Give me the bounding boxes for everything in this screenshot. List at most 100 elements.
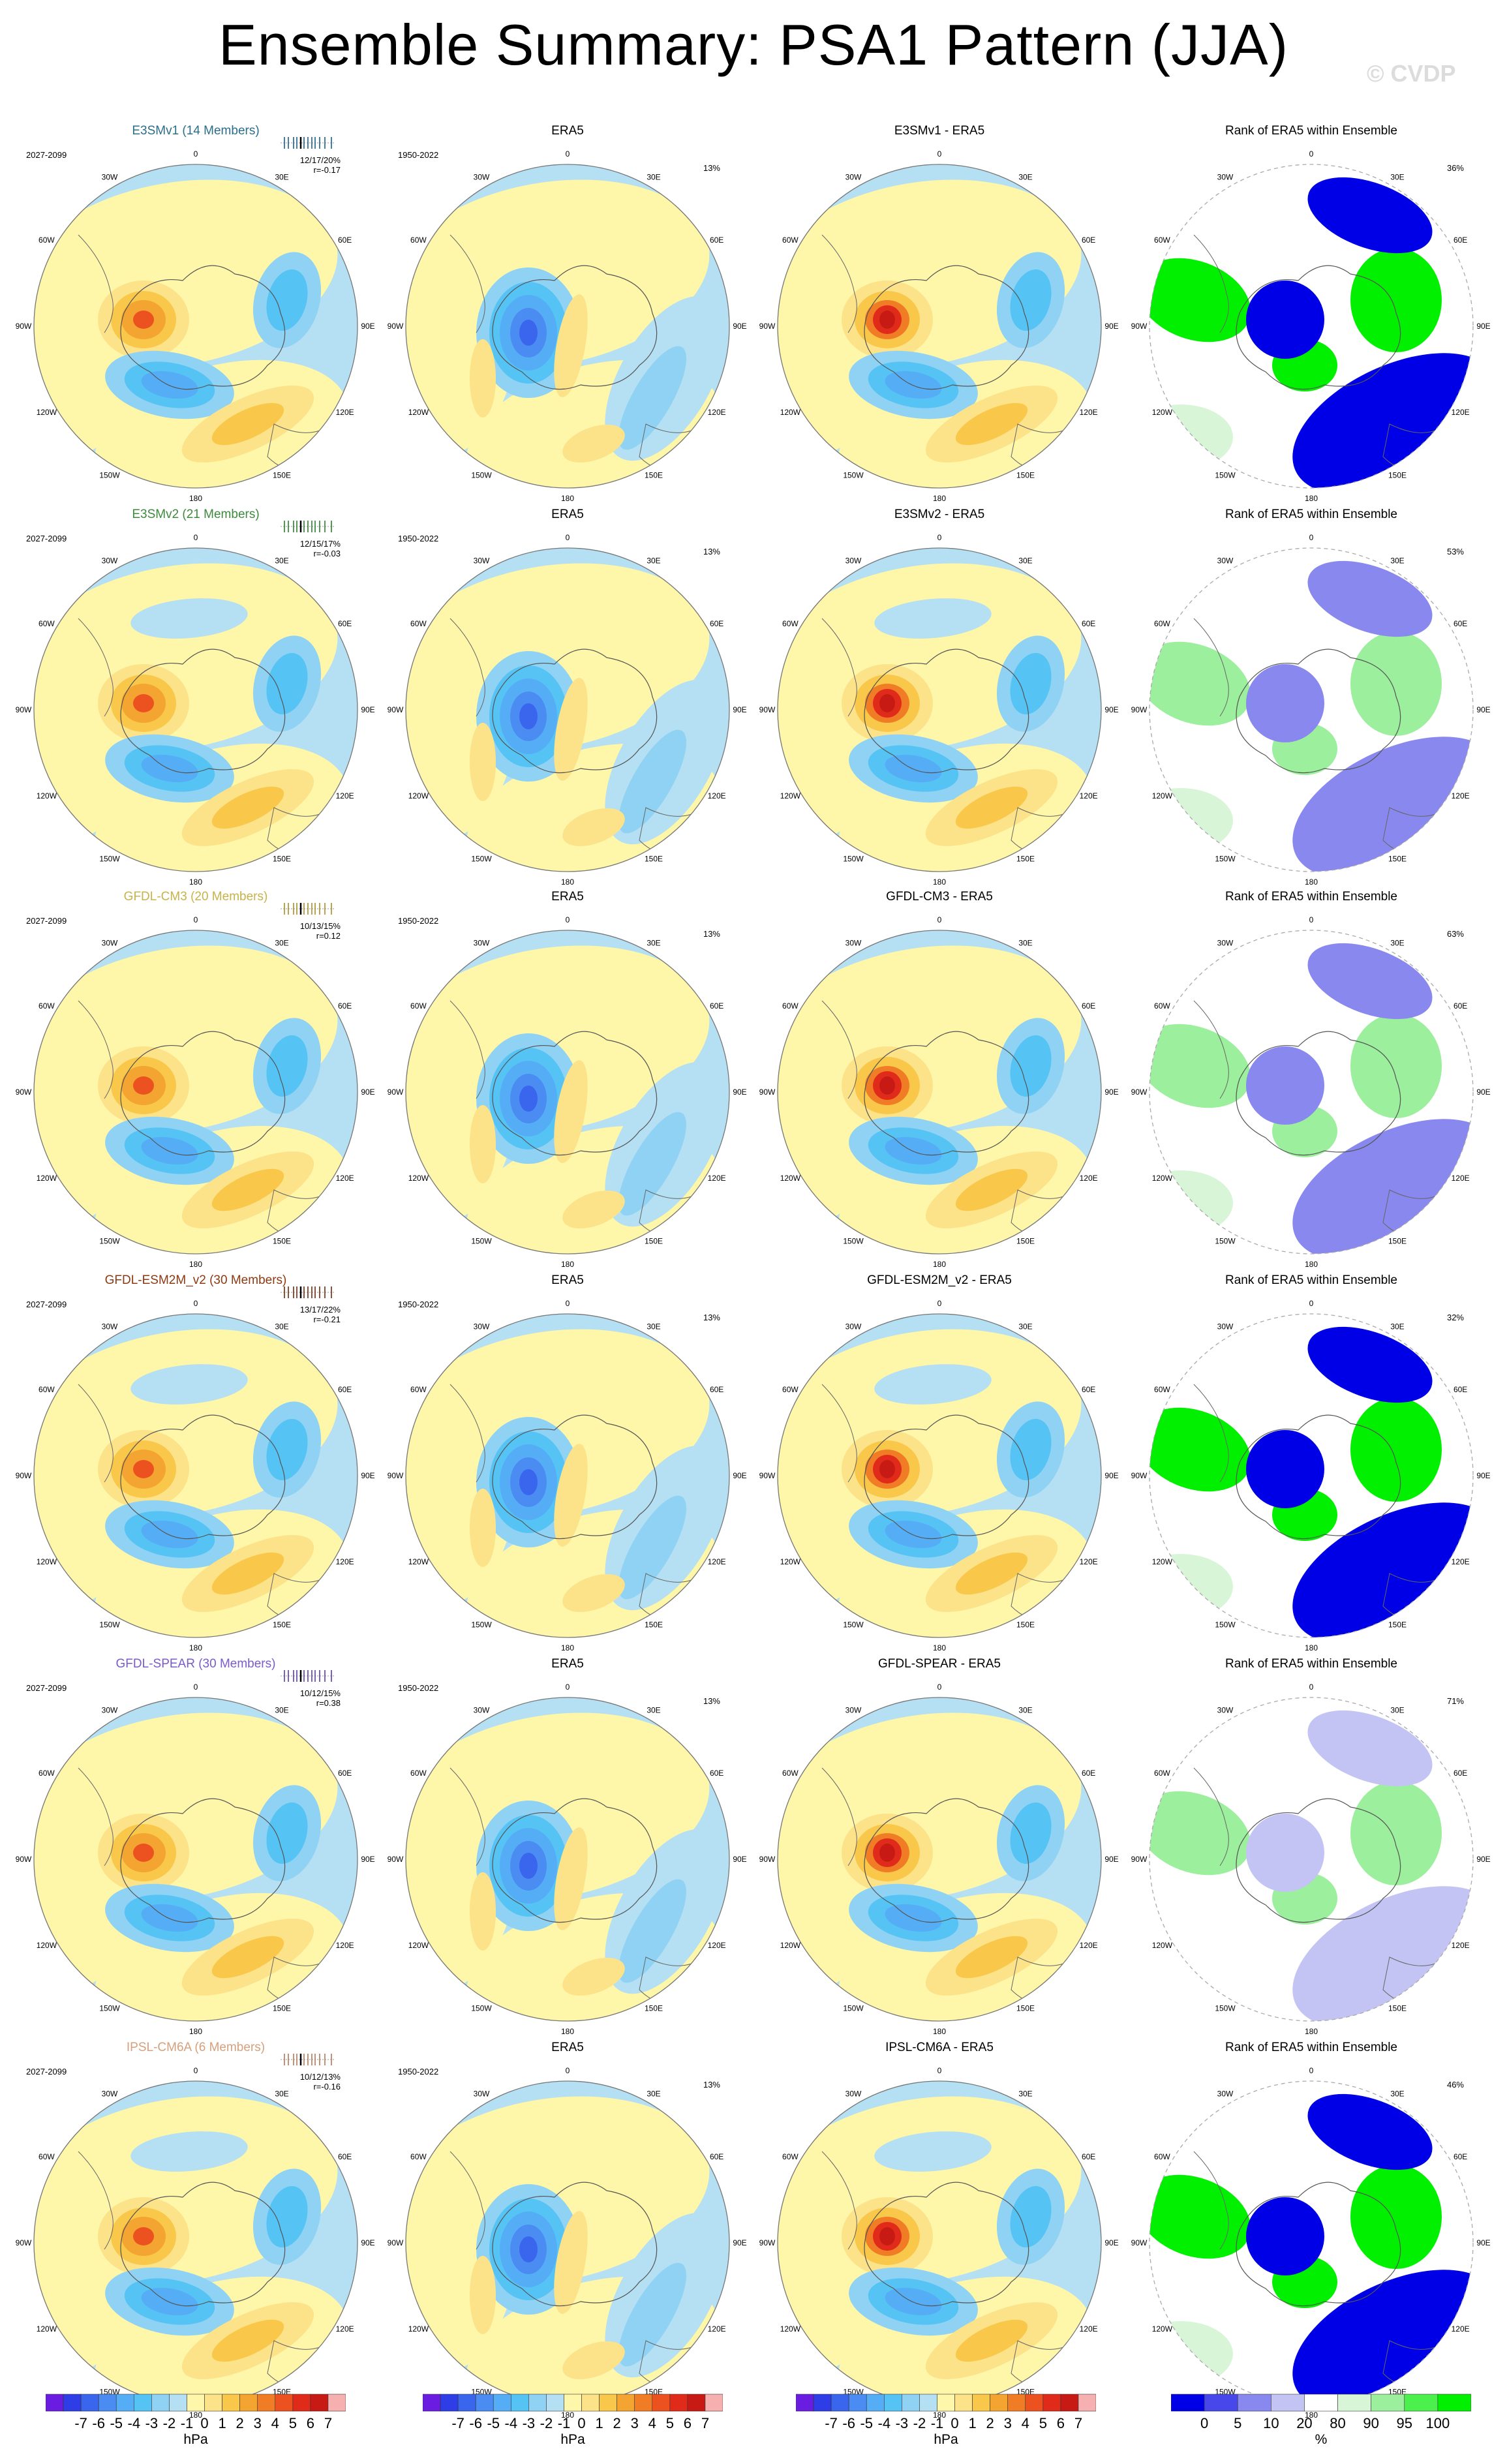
contour-region: [1010, 652, 1052, 715]
colorbar-swatch: [115, 2394, 134, 2412]
lon-label: 90W: [759, 2238, 776, 2247]
colorbar-tick-label: -3: [145, 2415, 159, 2431]
colorbar-tick-label: -5: [110, 2415, 123, 2431]
colorbar-tick-label: -7: [74, 2415, 87, 2431]
lon-label: 60W: [410, 1001, 427, 1011]
lon-label: 150E: [1016, 471, 1035, 480]
south-america-outline: [78, 1767, 114, 1866]
contour-region: [141, 2287, 198, 2316]
panel-model-2: E3SMv2 (21 Members) 2027-2099 12/15/17% r=-…: [13, 508, 378, 889]
contour-region: [133, 694, 154, 712]
pattern-correlation: r=-0.21: [313, 1315, 341, 1324]
colorbar-tick-label: 0: [577, 2415, 586, 2431]
colorbar-swatch: [652, 2394, 671, 2412]
lon-label: 120E: [708, 1941, 726, 1950]
cvdp-watermark: © CVDP: [1367, 60, 1456, 87]
contour-region: [133, 1844, 154, 1862]
lon-label: 90E: [1476, 705, 1490, 714]
lon-label: 30W: [102, 2089, 118, 2098]
lon-label: 120W: [780, 1174, 801, 1183]
antarctica-outline: [120, 1031, 286, 1156]
colorbar-swatch: [169, 2394, 187, 2412]
contour-region: [1350, 2165, 1442, 2269]
lon-label: 0: [566, 2066, 570, 2075]
rank-title: Rank of ERA5 within Ensemble: [1225, 890, 1397, 904]
colorbar-tick-label: 2: [236, 2415, 244, 2431]
lon-label: 30E: [647, 1322, 660, 1331]
period-label: 1950-2022: [398, 2067, 439, 2076]
lon-label: 0: [194, 915, 198, 924]
variance-pct: 71%: [1446, 1696, 1464, 1706]
contour-region: [874, 598, 992, 639]
contour-region: [1010, 269, 1052, 331]
lon-label: 120E: [336, 2324, 354, 2334]
rank-title: Rank of ERA5 within Ensemble: [1225, 124, 1397, 138]
contour-region: [133, 1460, 154, 1478]
contour-region: [879, 2227, 895, 2245]
lon-label: 30E: [1390, 172, 1404, 181]
lon-label: 120E: [336, 1941, 354, 1950]
lon-label: 60E: [338, 1385, 352, 1394]
colorbar-tick-label: 80: [1330, 2415, 1346, 2431]
lon-label: 30E: [647, 172, 660, 181]
lon-label: 150W: [99, 855, 120, 864]
colorbar-diff-ticks: -7 -6 -5 -4 -3 -2 -1 0 1 2 3 4 5 6 7: [796, 2415, 1096, 2431]
contour-region: [141, 371, 198, 399]
lon-label: 60E: [1082, 1769, 1095, 1778]
contour-region: [470, 339, 496, 418]
lon-label: 120W: [37, 2324, 57, 2334]
antarctica-outline: [1236, 1414, 1401, 1540]
lon-label: 150W: [1215, 855, 1236, 864]
lon-label: 150W: [99, 1620, 120, 1630]
lon-label: 90E: [1104, 1471, 1118, 1480]
colorbar-rank: 0 5 10 20 80 90 95 100 %: [1171, 2393, 1471, 2458]
colorbar-swatch: [1271, 2394, 1305, 2412]
lon-label: 0: [1309, 915, 1314, 924]
lon-label: 150E: [1388, 1620, 1407, 1630]
period-label: 2027-2099: [26, 1683, 67, 1693]
rank-title: Rank of ERA5 within Ensemble: [1225, 2041, 1397, 2054]
model-title: E3SMv1 (14 Members): [132, 124, 260, 138]
rank-title: Rank of ERA5 within Ensemble: [1225, 1273, 1397, 1287]
lon-label: 60E: [338, 2152, 352, 2161]
lon-label: 60W: [1154, 1001, 1170, 1011]
lon-label: 60W: [410, 236, 427, 245]
ensemble-spread-icon: [281, 1670, 335, 1682]
colorbar-swatch: [510, 2394, 529, 2412]
lon-label: 90E: [1104, 1088, 1118, 1097]
contour-region: [885, 371, 942, 399]
variance-pct: 36%: [1446, 163, 1464, 173]
colorbar-tick-label: 100: [1425, 2415, 1450, 2431]
lon-label: 30E: [1018, 172, 1032, 181]
lon-label: 150W: [99, 471, 120, 480]
lon-label: 120E: [336, 408, 354, 417]
lon-label: 90W: [16, 2238, 32, 2247]
colorbar-swatch: [902, 2394, 920, 2412]
lon-label: 150E: [1388, 2004, 1407, 2013]
colorbar-tick-label: 4: [271, 2415, 279, 2431]
contour-region: [885, 1904, 942, 1932]
model-title: GFDL-CM3 (20 Members): [123, 890, 268, 904]
lon-label: 60E: [1454, 236, 1467, 245]
lon-label: 0: [566, 1299, 570, 1308]
lon-label: 0: [937, 915, 942, 924]
colorbar-tick-label: 5: [1039, 2415, 1047, 2431]
period-label: 1950-2022: [398, 534, 439, 543]
lon-label: 120W: [1152, 791, 1173, 800]
lon-label: 180: [933, 1643, 946, 1652]
lon-label: 150W: [99, 2004, 120, 2013]
lon-label: 60W: [38, 619, 55, 628]
ensemble-stats: 12/17/20% r=-0.17: [300, 155, 341, 175]
south-america-outline: [78, 1384, 114, 1483]
colorbar-tick-label: 7: [701, 2415, 710, 2431]
colorbar-tick-label: -5: [487, 2415, 500, 2431]
contour-region: [554, 294, 588, 397]
lon-label: 30W: [845, 1705, 862, 1714]
ensemble-stats: 10/12/13% r=-0.16: [300, 2072, 341, 2091]
ensemble-spread-icon: [281, 2054, 335, 2065]
colorbar-swatch: [187, 2394, 205, 2412]
